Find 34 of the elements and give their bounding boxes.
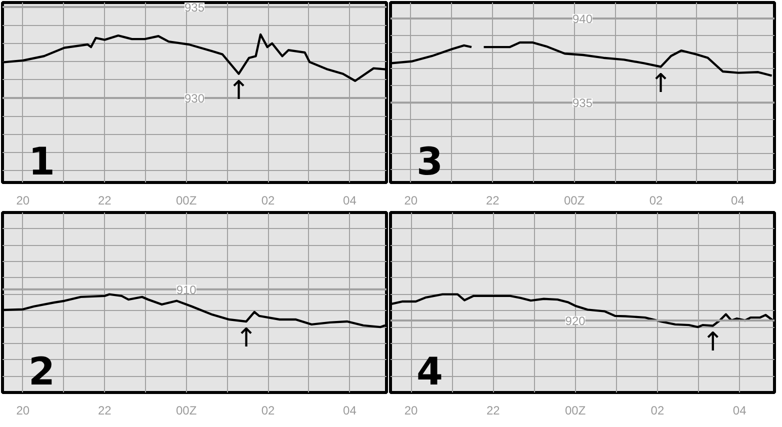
x-tick-label: 04	[731, 194, 745, 208]
annotation: ↑	[235, 323, 258, 354]
annotation: ↑	[650, 68, 672, 99]
y-tick-label: 930	[184, 91, 205, 106]
annotation: 1	[28, 140, 55, 184]
x-tick-label: 02	[650, 404, 664, 418]
x-tick-label: 04	[343, 194, 357, 208]
x-tick-label: 00Z	[176, 404, 197, 418]
x-tick-label: 22	[486, 404, 500, 418]
x-tick-label: 22	[98, 194, 112, 208]
text: 4	[416, 350, 443, 394]
x-tick-label: 02	[261, 194, 276, 208]
x-tick-label: 22	[486, 194, 500, 208]
x-tick-label: 00Z	[176, 194, 197, 208]
x-tick-label: 00Z	[564, 404, 586, 418]
annotation: ↑	[228, 76, 250, 106]
annotation: ↑	[702, 328, 724, 358]
y-tick-label: 940	[572, 12, 593, 26]
x-tick-label: 20	[16, 404, 30, 418]
y-tick-label: 935	[572, 96, 593, 110]
x-tick-label: 22	[98, 404, 112, 418]
x-tick-label: 02	[261, 404, 276, 418]
annotation: 3	[416, 140, 443, 184]
x-tick-label: 04	[343, 404, 357, 418]
annotation: 910	[176, 282, 197, 297]
x-tick-label: 20	[404, 194, 418, 208]
x-tick-label: 20	[404, 404, 418, 418]
text: 2	[28, 350, 55, 394]
y-tick-label: 935	[184, 0, 205, 15]
x-tick-label: 20	[16, 194, 30, 208]
annotation: 920	[565, 314, 586, 328]
x-tick-label: 00Z	[564, 194, 585, 208]
x-tick-label: 02	[649, 194, 664, 208]
x-tick-label: 04	[732, 404, 747, 418]
